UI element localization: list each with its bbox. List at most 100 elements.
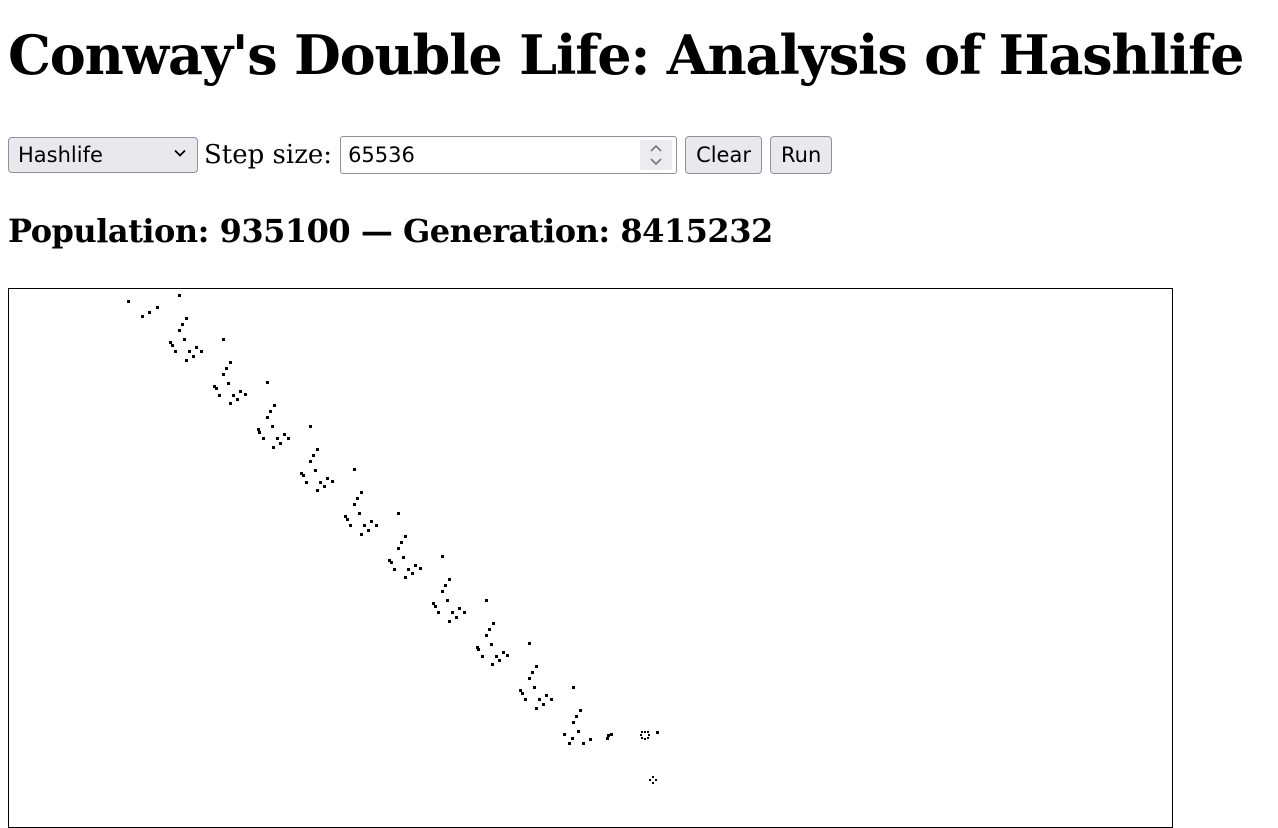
live-cell — [225, 367, 228, 370]
live-cell — [312, 454, 315, 457]
live-cell — [283, 433, 286, 436]
population-label: Population: — [8, 212, 209, 250]
live-cell — [434, 605, 437, 608]
live-cell — [492, 622, 495, 625]
live-cell — [463, 611, 466, 614]
live-cell — [647, 731, 649, 733]
algorithm-select[interactable]: Hashlife — [8, 137, 198, 173]
live-cell — [200, 350, 203, 353]
live-cell — [411, 572, 414, 575]
live-cell — [545, 694, 548, 697]
live-cell — [641, 731, 643, 733]
live-cell — [169, 341, 172, 344]
live-cell — [432, 602, 435, 605]
live-cell — [181, 323, 184, 326]
live-cell — [490, 643, 493, 646]
live-cell — [195, 346, 198, 349]
live-cell — [323, 485, 326, 488]
live-cell — [521, 692, 524, 695]
life-canvas[interactable] — [8, 288, 1173, 828]
live-cell — [575, 715, 578, 718]
status-line: Population: 935100 — Generation: 8415232 — [8, 208, 773, 254]
live-cell — [649, 779, 651, 781]
live-cell — [185, 317, 188, 320]
live-cell — [647, 737, 649, 739]
live-cell — [300, 472, 303, 475]
live-cell — [437, 611, 440, 614]
live-cell — [215, 387, 218, 390]
live-cell — [346, 518, 349, 521]
live-cell — [644, 738, 646, 740]
live-cell — [266, 416, 269, 419]
live-cell — [535, 665, 538, 668]
live-cell — [446, 599, 449, 602]
live-cell — [640, 734, 642, 736]
live-cell — [319, 481, 322, 484]
live-cell — [535, 707, 538, 710]
live-cell — [488, 628, 491, 631]
live-cell — [655, 779, 657, 781]
live-cell — [528, 642, 531, 645]
live-cell — [218, 394, 221, 397]
live-cell — [271, 425, 274, 428]
live-cell — [506, 654, 509, 657]
step-size-value: 65536 — [348, 143, 415, 167]
live-cell — [309, 460, 312, 463]
live-cell — [390, 561, 393, 564]
live-cell — [287, 437, 290, 440]
live-cell — [344, 515, 347, 518]
live-cell — [481, 655, 484, 658]
live-cell — [397, 547, 400, 550]
live-cell — [648, 734, 650, 736]
controls-bar: Hashlife Step size: 65536 Clear Run — [8, 136, 833, 174]
live-cell — [400, 541, 403, 544]
live-cell — [652, 776, 654, 778]
live-cell — [309, 425, 312, 428]
live-cell — [524, 698, 527, 701]
live-cell — [641, 737, 643, 739]
live-cell — [227, 382, 230, 385]
live-cell — [550, 698, 553, 701]
live-cell — [213, 385, 216, 388]
clear-button[interactable]: Clear — [685, 136, 762, 174]
live-cell — [388, 559, 391, 562]
live-cell — [222, 373, 225, 376]
live-cell — [441, 555, 444, 558]
live-cell — [316, 489, 319, 492]
live-cell — [331, 480, 334, 483]
live-cell — [358, 512, 361, 515]
live-cell — [572, 686, 575, 689]
live-cell — [579, 709, 582, 712]
live-cell — [393, 568, 396, 571]
live-cell — [495, 655, 498, 658]
live-cell — [528, 677, 531, 680]
cell-grid — [127, 294, 659, 784]
live-cell — [476, 646, 479, 649]
live-cell — [174, 350, 177, 353]
live-cell — [491, 663, 494, 666]
live-cell — [404, 535, 407, 538]
step-size-spinner[interactable] — [640, 140, 673, 170]
live-cell — [502, 651, 505, 654]
live-cell — [563, 733, 566, 736]
live-cell — [589, 738, 592, 741]
step-size-label: Step size: — [204, 140, 333, 170]
generation-label: Generation: — [402, 212, 610, 250]
live-cell — [302, 474, 305, 477]
generation-value: 8415232 — [620, 212, 773, 250]
live-cell — [607, 734, 610, 737]
live-cell — [448, 578, 451, 581]
live-cell — [171, 344, 174, 347]
step-size-input[interactable]: 65536 — [340, 136, 678, 174]
live-cell — [127, 300, 130, 303]
live-cell — [185, 359, 188, 362]
live-cell — [455, 616, 458, 619]
live-cell — [262, 437, 265, 440]
live-cell — [542, 703, 545, 706]
live-cell — [363, 524, 366, 527]
live-cell — [148, 311, 151, 314]
live-cell — [448, 620, 451, 623]
run-button[interactable]: Run — [769, 136, 833, 174]
live-cell — [360, 533, 363, 536]
live-cell — [606, 737, 609, 740]
